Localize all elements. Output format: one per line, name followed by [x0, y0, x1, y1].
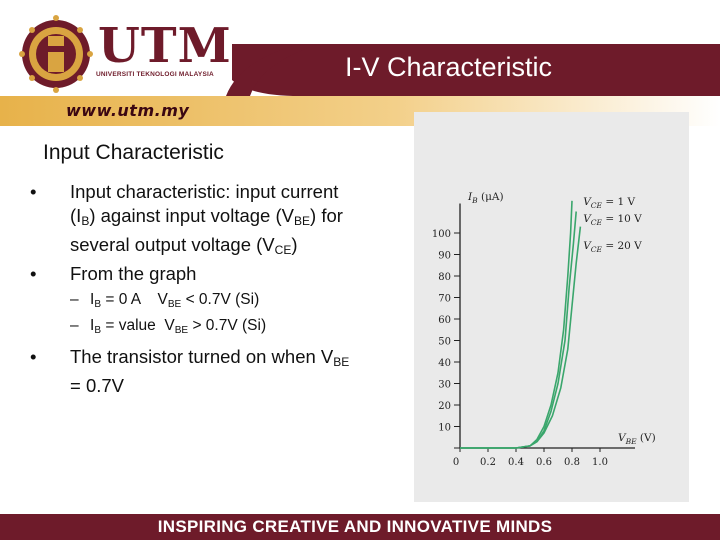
series-line — [460, 226, 582, 449]
x-axis-label: VBE (V) — [618, 432, 656, 446]
dash-icon: – — [70, 317, 79, 334]
footer-bar: INSPIRING CREATIVE AND INNOVATIVE MINDS — [0, 514, 720, 540]
utm-crest-icon — [19, 15, 93, 93]
y-axis-label: IB (μA) — [467, 191, 504, 205]
x-tick-label: 0.6 — [536, 457, 552, 468]
dash-icon: – — [70, 291, 79, 308]
sub-bullet-item: – IB = value VBE > 0.7V (Si) — [70, 317, 267, 336]
y-tick-label: 30 — [438, 380, 451, 391]
y-tick-label: 20 — [438, 401, 451, 412]
y-tick-label: 50 — [438, 337, 451, 348]
logo-wordmark: UTM — [98, 18, 232, 74]
y-tick-label: 40 — [438, 358, 451, 369]
y-tick-label: 70 — [438, 294, 451, 305]
bullet-dot-icon: • — [30, 181, 37, 202]
series-label: VCE = 1 V — [583, 196, 635, 210]
section-heading: Input Characteristic — [43, 141, 224, 164]
y-tick-label: 100 — [432, 229, 451, 240]
y-tick-label: 80 — [438, 272, 451, 283]
sub-bullet-item: – IB = 0 A VBE < 0.7V (Si) — [70, 291, 260, 310]
x-tick-label: 0.8 — [564, 457, 580, 468]
bullet-item: • Input characteristic: input current (I… — [30, 181, 343, 257]
website-url[interactable]: www.utm.my — [66, 101, 190, 120]
bullet-list: • Input characteristic: input current (I… — [30, 180, 360, 398]
bullet-item: • The transistor turned on when VBE = 0.… — [30, 346, 350, 396]
header-background — [0, 44, 720, 126]
logo-subtext: UNIVERSITI TEKNOLOGI MALAYSIA — [96, 71, 214, 78]
bullet-dot-icon: • — [30, 346, 37, 367]
y-tick-label: 10 — [438, 423, 451, 434]
series-label: VCE = 10 V — [583, 213, 642, 227]
iv-chart-panel: 10 20 30 40 50 60 70 80 90 100 0 0.2 0.4 0.6 0.8 1.0 IB… — [414, 112, 689, 502]
y-tick-label: 60 — [438, 315, 451, 326]
series-line — [460, 200, 573, 449]
x-tick-label: 0 — [453, 457, 459, 468]
x-tick-label: 0.2 — [480, 457, 496, 468]
series-line — [460, 211, 577, 449]
slide-header: UTM UNIVERSITI TEKNOLOGI MALAYSIA I-V Ch… — [0, 0, 720, 130]
slide-title: I-V Characteristic — [345, 52, 553, 82]
bullet-dot-icon: • — [30, 263, 37, 284]
footer-tagline: INSPIRING CREATIVE AND INNOVATIVE MINDS — [157, 517, 553, 536]
y-tick-label: 90 — [438, 251, 451, 262]
series-label: VCE = 20 V — [583, 240, 642, 254]
iv-chart: 10 20 30 40 50 60 70 80 90 100 0 0.2 0.4 0.6 0.8 1.0 IB… — [432, 191, 656, 468]
utm-logo: UTM UNIVERSITI TEKNOLOGI MALAYSIA — [14, 10, 231, 98]
x-tick-label: 0.4 — [508, 457, 524, 468]
x-tick-label: 1.0 — [592, 457, 608, 468]
bullet-item: • From the graph — [30, 263, 197, 284]
